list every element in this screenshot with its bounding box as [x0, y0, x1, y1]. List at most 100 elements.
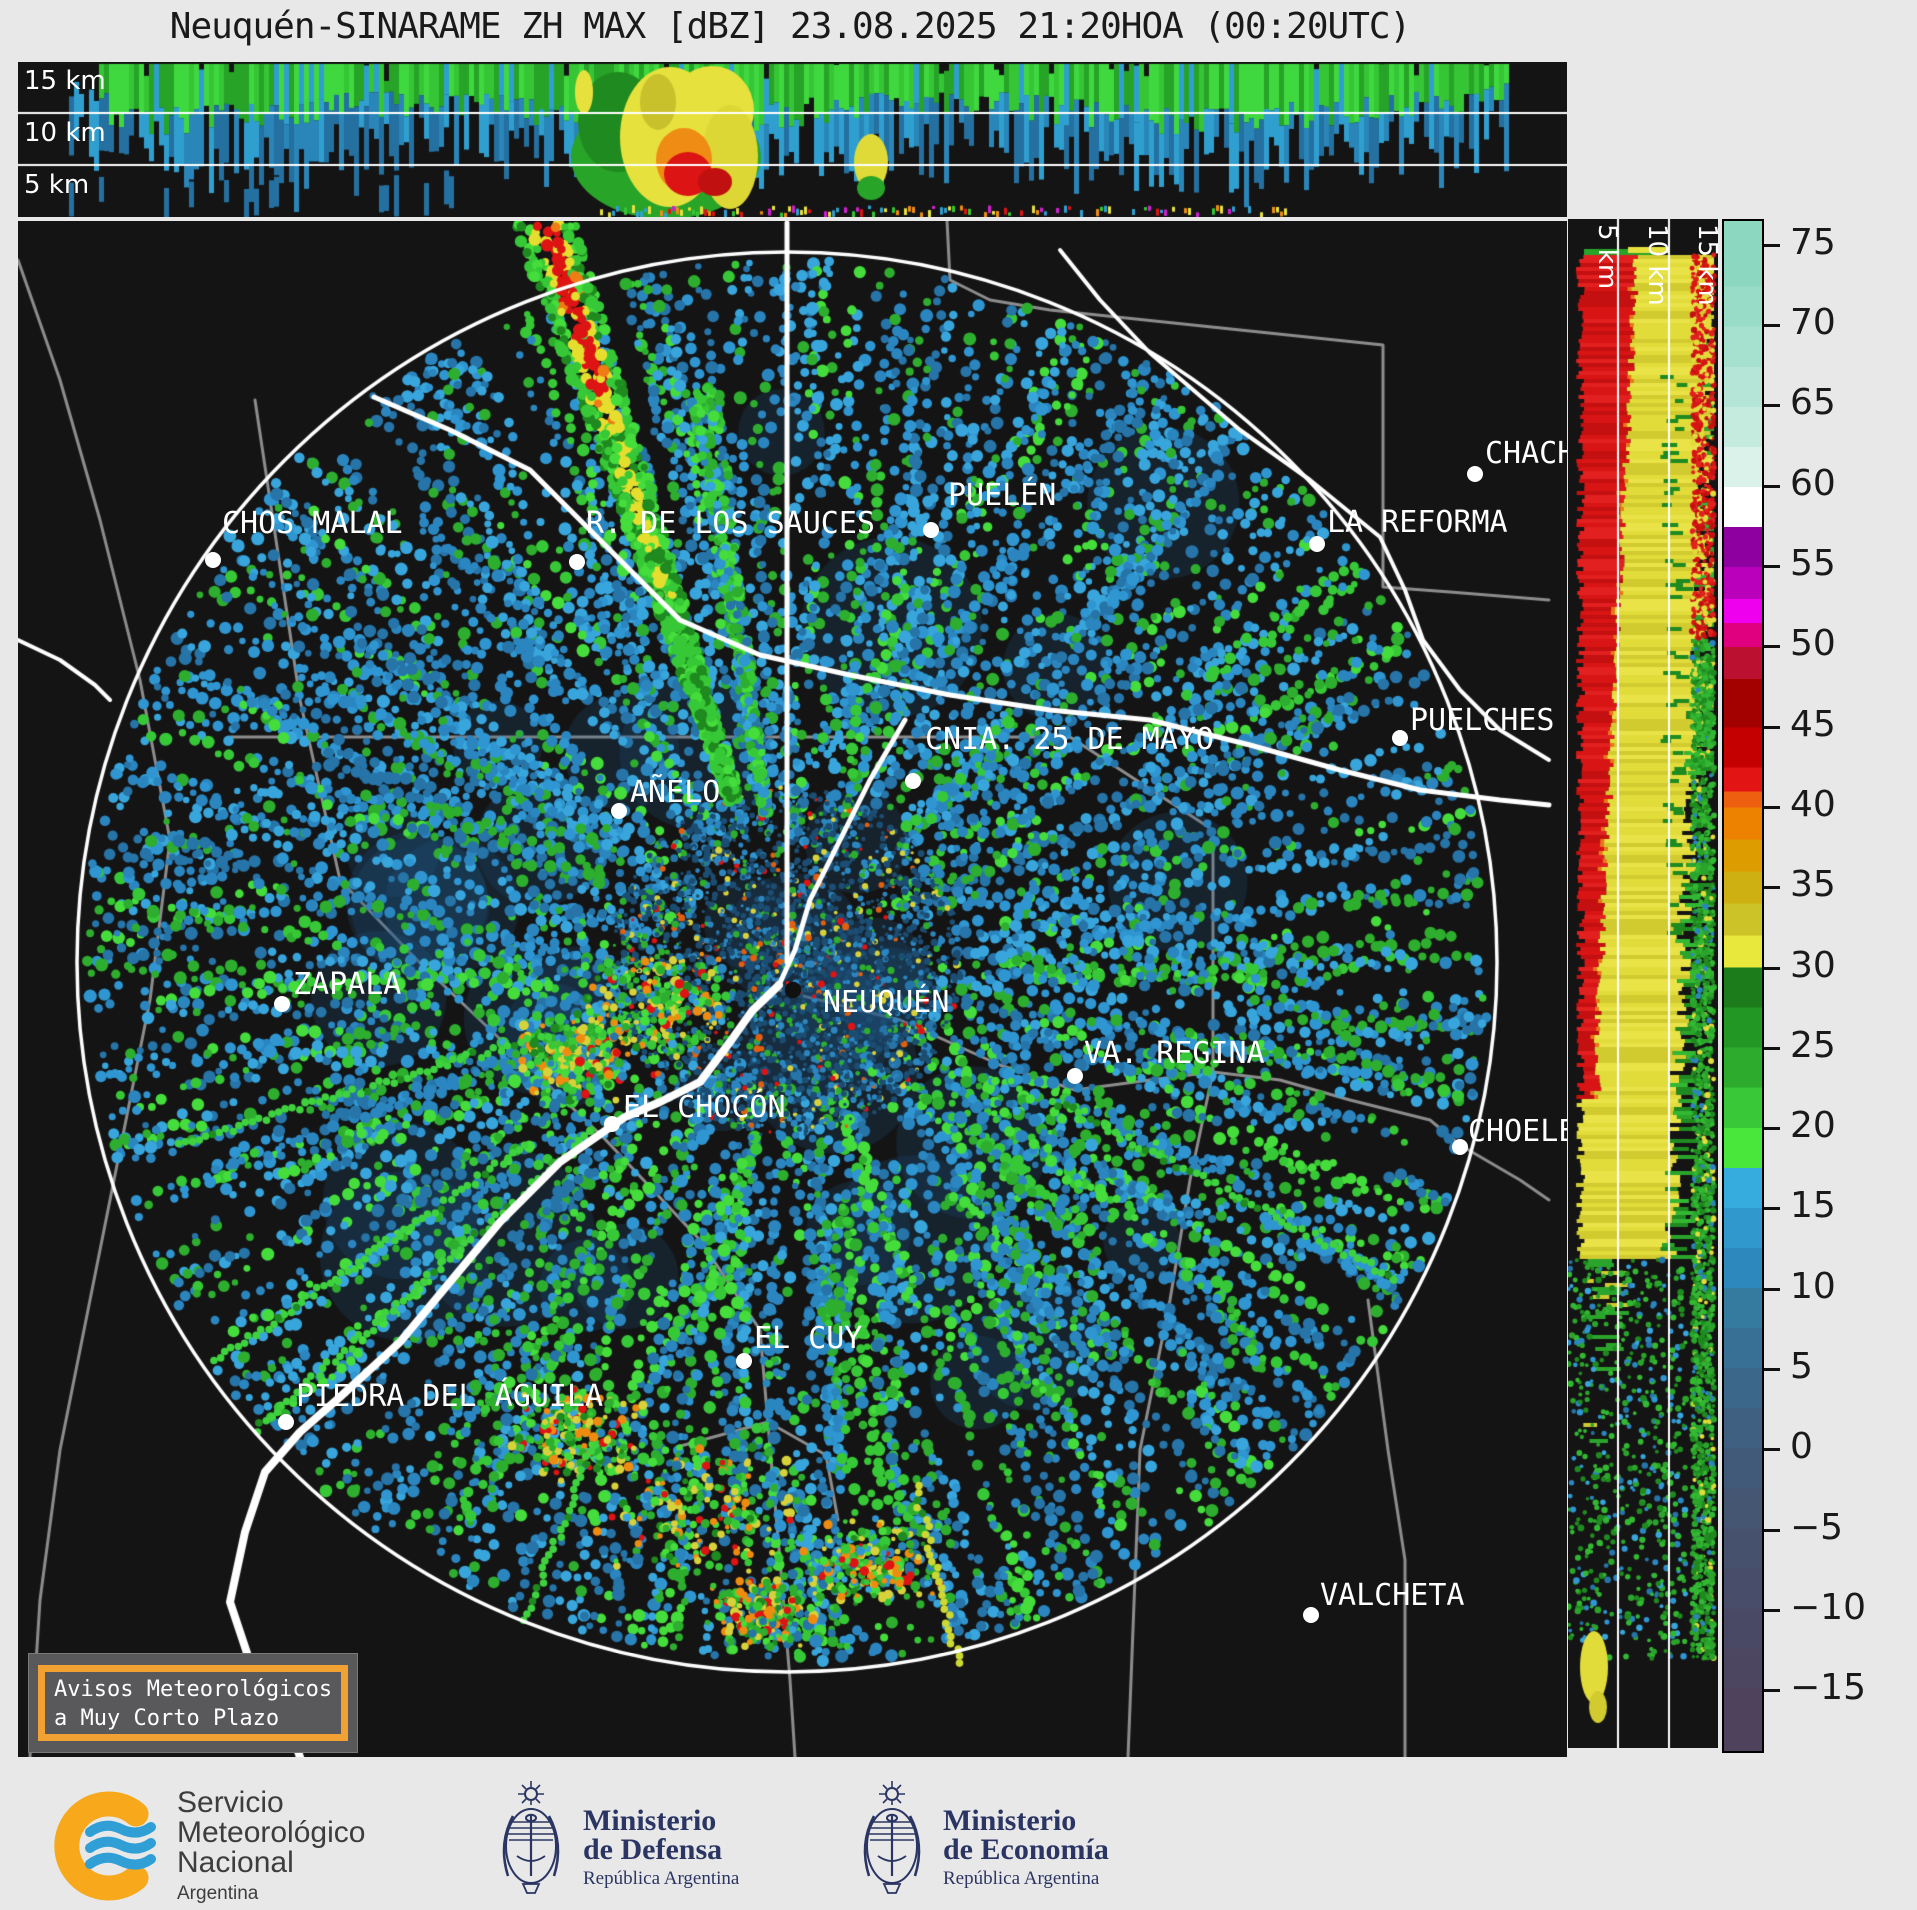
colorbar-tick: [1764, 645, 1780, 649]
colorbar-tick-label: 35: [1790, 864, 1836, 906]
economia-wordmark: Ministerio de Economía República Argenti…: [943, 1806, 1109, 1890]
city-label: EL CHOCÓN: [623, 1090, 786, 1125]
colorbar-tick-label: −10: [1790, 1587, 1866, 1629]
colorbar-tick-label: 20: [1790, 1105, 1836, 1147]
city-dot: [905, 773, 921, 789]
colorbar-tick: [1764, 1448, 1780, 1452]
smn-line-2: Meteorológico: [177, 1816, 366, 1849]
defensa-coat-of-arms-icon: [493, 1778, 569, 1904]
city-label: R. DE LOS SAUCES: [586, 506, 875, 541]
right-strip-label-5km: 5 km: [1592, 224, 1622, 290]
defensa-line-1: Ministerio: [583, 1804, 717, 1837]
colorbar-tick-label: −15: [1790, 1667, 1866, 1709]
colorbar-tick: [1764, 484, 1780, 488]
colorbar-tick: [1764, 243, 1780, 247]
dbz-colorbar: [1722, 219, 1764, 1753]
city-label: VALCHETA: [1320, 1578, 1465, 1613]
city-label: CNIA. 25 DE MAYO: [925, 722, 1214, 757]
colorbar-tick-label: 15: [1790, 1185, 1836, 1227]
economia-sub: República Argentina: [943, 1868, 1100, 1889]
colorbar-tick-label: 55: [1790, 542, 1836, 584]
colorbar-tick-label: −5: [1790, 1506, 1844, 1548]
city-label: AÑELO: [630, 775, 721, 810]
city-label: CHOS MALAL: [222, 506, 403, 541]
colorbar-tick-label: 75: [1790, 221, 1836, 263]
smn-line-1: Servicio: [177, 1786, 284, 1819]
city-dot: [611, 803, 627, 819]
colorbar-tick: [1764, 1127, 1780, 1131]
colorbar-tick: [1764, 1207, 1780, 1211]
top-cross-section-panel: [18, 62, 1567, 217]
colorbar-tick: [1764, 1609, 1780, 1613]
defensa-line-2: de Defensa: [583, 1833, 723, 1866]
colorbar-tick: [1764, 404, 1780, 408]
footer: Servicio Meteorológico Nacional Argentin…: [0, 1770, 1917, 1909]
city-dot: [1452, 1139, 1468, 1155]
city-label: CHOELE: [1468, 1114, 1567, 1149]
top-cross-section-canvas: [18, 62, 1567, 217]
colorbar-tick: [1764, 886, 1780, 890]
city-dot: [1303, 1607, 1319, 1623]
colorbar-tick-label: 30: [1790, 944, 1836, 986]
smn-logo-icon: [52, 1786, 167, 1910]
radar-ppi-map: CHOS MALAL R. DE LOS SAUCES PUELÉN CHACHA LA…: [18, 221, 1567, 1757]
colorbar-tick: [1764, 1368, 1780, 1372]
city-dot: [1467, 466, 1483, 482]
smn-country: Argentina: [177, 1883, 259, 1904]
city-label: LA REFORMA: [1327, 505, 1508, 540]
colorbar-tick: [1764, 564, 1780, 568]
colorbar-tick-label: 60: [1790, 462, 1836, 504]
city-label: VA. REGINA: [1084, 1036, 1265, 1071]
right-strip-label-15km: 15 km: [1692, 224, 1722, 306]
city-dot: [1067, 1068, 1083, 1084]
colorbar-tick: [1764, 1528, 1780, 1532]
colorbar-tick: [1764, 1689, 1780, 1693]
warning-box-frame: Avisos Meteorológicos a Muy Corto Plazo: [38, 1665, 348, 1741]
colorbar-tick-label: 65: [1790, 382, 1836, 424]
defensa-sub: República Argentina: [583, 1868, 740, 1889]
city-label: CHACHA: [1485, 436, 1567, 471]
city-label: ZAPALA: [293, 967, 402, 1002]
colorbar-tick: [1764, 966, 1780, 970]
city-dot: [736, 1353, 752, 1369]
colorbar-tick: [1764, 725, 1780, 729]
colorbar-tick: [1764, 805, 1780, 809]
economia-coat-of-arms-icon: [854, 1778, 930, 1904]
city-dot: [1392, 730, 1408, 746]
city-dot: [923, 522, 939, 538]
colorbar-tick-label: 40: [1790, 783, 1836, 825]
city-dot: [604, 1116, 620, 1132]
colorbar-tick-label: 25: [1790, 1024, 1836, 1066]
city-dot: [785, 982, 801, 998]
right-cross-section-panel: [1568, 219, 1718, 1748]
colorbar-tick-label: 5: [1790, 1346, 1813, 1388]
city-dot: [205, 552, 221, 568]
warning-line-1: Avisos Meteorológicos: [54, 1677, 333, 1702]
city-dot: [278, 1414, 294, 1430]
colorbar-tick: [1764, 1287, 1780, 1291]
colorbar-tick-label: 50: [1790, 623, 1836, 665]
top-strip-label-5km: 5 km: [24, 170, 90, 200]
colorbar-tick: [1764, 1046, 1780, 1050]
economia-line-1: Ministerio: [943, 1804, 1077, 1837]
page-title: Neuquén-SINARAME ZH MAX [dBZ] 23.08.2025…: [169, 6, 1411, 47]
colorbar-tick-label: 70: [1790, 302, 1836, 343]
smn-wordmark: Servicio Meteorológico Nacional Argentin…: [177, 1788, 365, 1905]
smn-line-3: Nacional: [177, 1846, 294, 1879]
city-label: PUELÉN: [948, 478, 1057, 513]
city-label: PUELCHES: [1410, 703, 1555, 738]
city-label: NEUQUÉN: [823, 985, 950, 1020]
warning-line-2: a Muy Corto Plazo: [54, 1706, 280, 1731]
right-cross-section-canvas: [1568, 219, 1718, 1748]
right-strip-label-10km: 10 km: [1642, 224, 1672, 306]
city-dot: [1309, 536, 1325, 552]
defensa-wordmark: Ministerio de Defensa República Argentin…: [583, 1806, 739, 1890]
economia-line-2: de Economía: [943, 1833, 1109, 1866]
top-strip-label-10km: 10 km: [24, 118, 106, 148]
top-strip-label-15km: 15 km: [24, 66, 106, 96]
city-dot: [274, 996, 290, 1012]
colorbar-tick-label: 10: [1790, 1265, 1836, 1307]
colorbar-tick: [1764, 324, 1780, 327]
warning-box[interactable]: Avisos Meteorológicos a Muy Corto Plazo: [28, 1653, 358, 1753]
city-label: EL CUY: [754, 1321, 863, 1356]
